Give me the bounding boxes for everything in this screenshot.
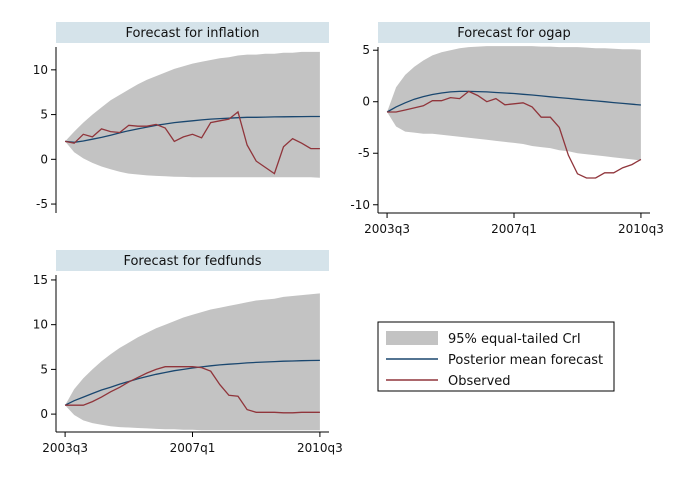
x-tick-label: 2003q3 (364, 222, 410, 236)
x-tick-label: 2010q3 (297, 441, 343, 455)
y-tick-label: 0 (40, 407, 48, 421)
y-tick-label: -10 (350, 198, 370, 212)
y-tick-label: -5 (36, 197, 48, 211)
y-tick-label: 5 (362, 43, 370, 57)
legend-label: 95% equal-tailed CrI (448, 332, 581, 347)
x-tick-label: 2007q1 (491, 222, 537, 236)
observed-line (387, 90, 642, 179)
panel-title: Forecast for ogap (457, 26, 571, 41)
y-tick-label: 15 (33, 273, 48, 287)
observed-line (64, 110, 320, 175)
observed-line (65, 366, 320, 414)
y-tick-label: 5 (40, 108, 48, 122)
legend: 95% equal-tailed CrI Posterior mean forec… (377, 321, 615, 392)
panel-title-bar (378, 22, 650, 43)
credible-interval-band (65, 51, 320, 178)
panel-title-bar (56, 250, 329, 271)
posterior-mean-line (65, 115, 320, 143)
panel-title: Forecast for inflation (125, 26, 259, 41)
panel-1: Forecast for inflation -5 0 5 10 (33, 22, 329, 213)
panel-3: Forecast for fedfunds 0 5 10 15 2003q3 2007q1 2… (33, 250, 343, 455)
credible-interval-band (65, 293, 320, 431)
x-tick-label: 2003q3 (42, 441, 88, 455)
y-tick-label: 5 (40, 362, 48, 376)
legend-label: Posterior mean forecast (448, 353, 603, 368)
y-tick-label: -5 (358, 146, 370, 160)
legend-swatch-band (386, 331, 438, 345)
x-tick-label: 2010q3 (618, 222, 664, 236)
legend-label: Observed (448, 374, 511, 389)
panel-title-bar (56, 22, 329, 43)
y-tick-label: 0 (362, 95, 370, 109)
panel-title: Forecast for fedfunds (123, 254, 261, 269)
x-tick-label: 2007q1 (170, 441, 216, 455)
posterior-mean-line (64, 359, 320, 406)
posterior-mean-line (386, 90, 641, 113)
y-tick-label: 10 (33, 318, 48, 332)
y-tick-label: 10 (33, 63, 48, 77)
y-tick-label: 0 (40, 152, 48, 166)
panel-2: Forecast for ogap -10 -5 0 5 2003q3 2007q1 2010… (350, 22, 664, 236)
